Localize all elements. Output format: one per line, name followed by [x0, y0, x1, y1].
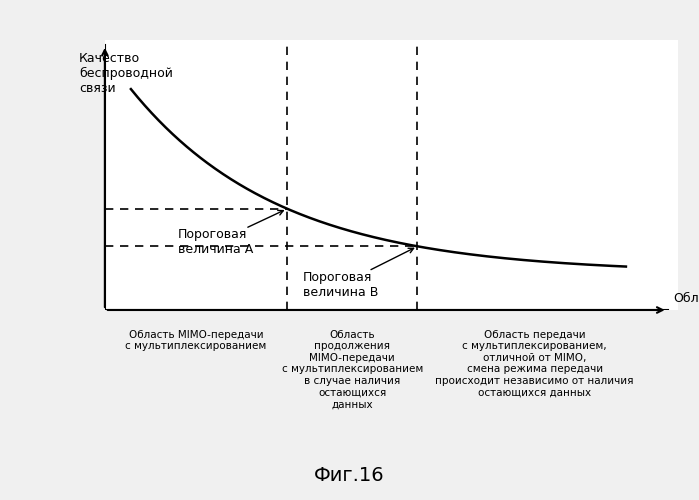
Text: Пороговая
величина В: Пороговая величина В: [303, 248, 414, 299]
Text: Качество
беспроводной
связи: Качество беспроводной связи: [79, 52, 173, 96]
Text: Область MIMO-передачи
с мультиплексированием: Область MIMO-передачи с мультиплексирова…: [125, 330, 266, 351]
Text: Область: Область: [673, 292, 699, 305]
Text: Фиг.16: Фиг.16: [314, 466, 385, 485]
Text: Область передачи
с мультиплексированием,
отличной от MIMO,
смена режима передачи: Область передачи с мультиплексированием,…: [435, 330, 634, 398]
Text: Область
продолжения
MIMO-передачи
с мультиплексированием
в случае наличия
остающ: Область продолжения MIMO-передачи с муль…: [282, 330, 423, 409]
Text: Пороговая
величина А: Пороговая величина А: [178, 210, 283, 256]
